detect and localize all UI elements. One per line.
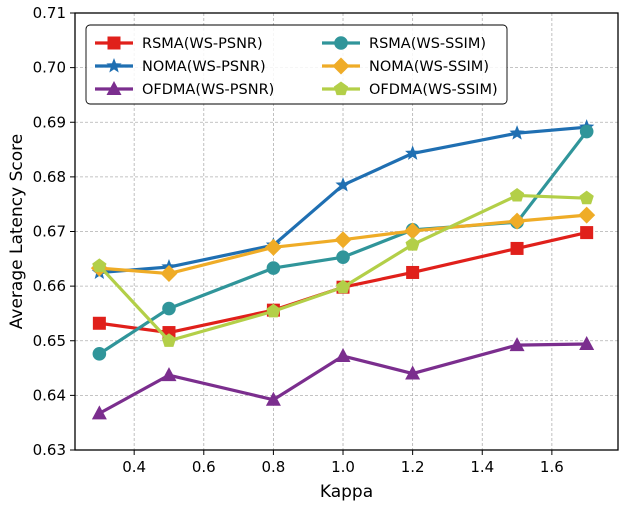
data-point <box>405 365 421 380</box>
y-tick-label: 0.63 <box>33 441 66 459</box>
data-point <box>161 367 177 382</box>
legend-item: OFDMA(WS-SSIM) <box>322 81 498 98</box>
data-point <box>92 258 107 272</box>
data-point <box>510 241 524 255</box>
data-point <box>335 177 351 192</box>
data-point <box>335 279 351 294</box>
legend-marker <box>107 36 121 50</box>
data-point <box>509 125 525 140</box>
data-point <box>580 226 594 240</box>
data-point <box>334 231 352 249</box>
data-point <box>92 316 106 330</box>
legend-box <box>85 24 508 105</box>
y-tick-label: 0.65 <box>33 332 66 350</box>
x-tick-label: 0.6 <box>192 458 216 476</box>
legend-label: RSMA(WS-SSIM) <box>369 36 486 52</box>
data-point <box>579 190 594 205</box>
data-point <box>161 333 177 347</box>
data-point <box>509 187 525 202</box>
data-point <box>336 250 350 264</box>
legend-label: OFDMA(WS-SSIM) <box>369 82 498 98</box>
data-point <box>578 206 596 224</box>
legend-item: NOMA(WS-SSIM) <box>322 57 489 75</box>
legend-label: OFDMA(WS-PSNR) <box>142 82 274 98</box>
legend-marker <box>333 81 349 96</box>
x-tick-label: 0.4 <box>122 458 146 476</box>
data-point <box>579 124 594 139</box>
y-tick-label: 0.67 <box>33 223 66 241</box>
legend-item: NOMA(WS-PSNR) <box>95 58 266 75</box>
data-point <box>405 237 420 251</box>
x-tick-label: 1.6 <box>540 458 564 476</box>
y-axis-label: Average Latency Score <box>7 134 27 329</box>
legend-marker <box>106 58 122 73</box>
x-tick-label: 1.2 <box>401 458 425 476</box>
legend-marker <box>106 81 122 95</box>
x-axis-label: Kappa <box>320 482 373 502</box>
legend-marker <box>334 36 348 50</box>
series-layer <box>90 119 596 420</box>
x-tick-label: 0.8 <box>261 458 285 476</box>
legend-label: NOMA(WS-PSNR) <box>142 59 266 75</box>
data-point <box>406 265 420 279</box>
series-ofdma-ws-psnr <box>91 336 595 420</box>
y-tick-label: 0.69 <box>33 113 66 131</box>
data-point <box>335 348 351 363</box>
y-tick-label: 0.71 <box>33 4 66 22</box>
y-tick-label: 0.68 <box>33 168 66 186</box>
y-tick-label: 0.64 <box>33 386 66 404</box>
data-point <box>92 347 107 361</box>
legend-item: OFDMA(WS-PSNR) <box>95 81 274 98</box>
y-tick-label: 0.66 <box>33 277 66 295</box>
tick-layer: 0.4 0.6 0.8 1.0 1.2 1.4 1.6 0.63 0.64 0.65 0.66 0.6… <box>33 4 564 476</box>
x-tick-label: 1.0 <box>331 458 355 476</box>
data-point <box>508 212 526 230</box>
legend-item: RSMA(WS-SSIM) <box>322 36 486 52</box>
data-point <box>509 337 525 352</box>
data-point <box>264 238 282 256</box>
legend-label: RSMA(WS-PSNR) <box>142 36 263 52</box>
data-point <box>405 145 421 160</box>
data-point <box>579 336 595 351</box>
data-point <box>160 265 178 283</box>
legend-marker <box>332 57 350 75</box>
y-tick-label: 0.70 <box>33 59 66 77</box>
data-point <box>265 391 281 406</box>
data-point <box>404 222 422 240</box>
legend-item: RSMA(WS-PSNR) <box>95 36 263 52</box>
legend: RSMA(WS-PSNR) NOMA(WS-PSNR) OFDMA(WS-PSNR)… <box>85 24 508 105</box>
x-tick-label: 1.4 <box>470 458 494 476</box>
data-point <box>266 261 281 275</box>
data-point <box>266 303 281 318</box>
data-point <box>91 405 107 420</box>
series-ofdma-ws-ssim <box>92 187 594 347</box>
legend-label: NOMA(WS-SSIM) <box>369 59 489 75</box>
data-point <box>162 301 176 316</box>
